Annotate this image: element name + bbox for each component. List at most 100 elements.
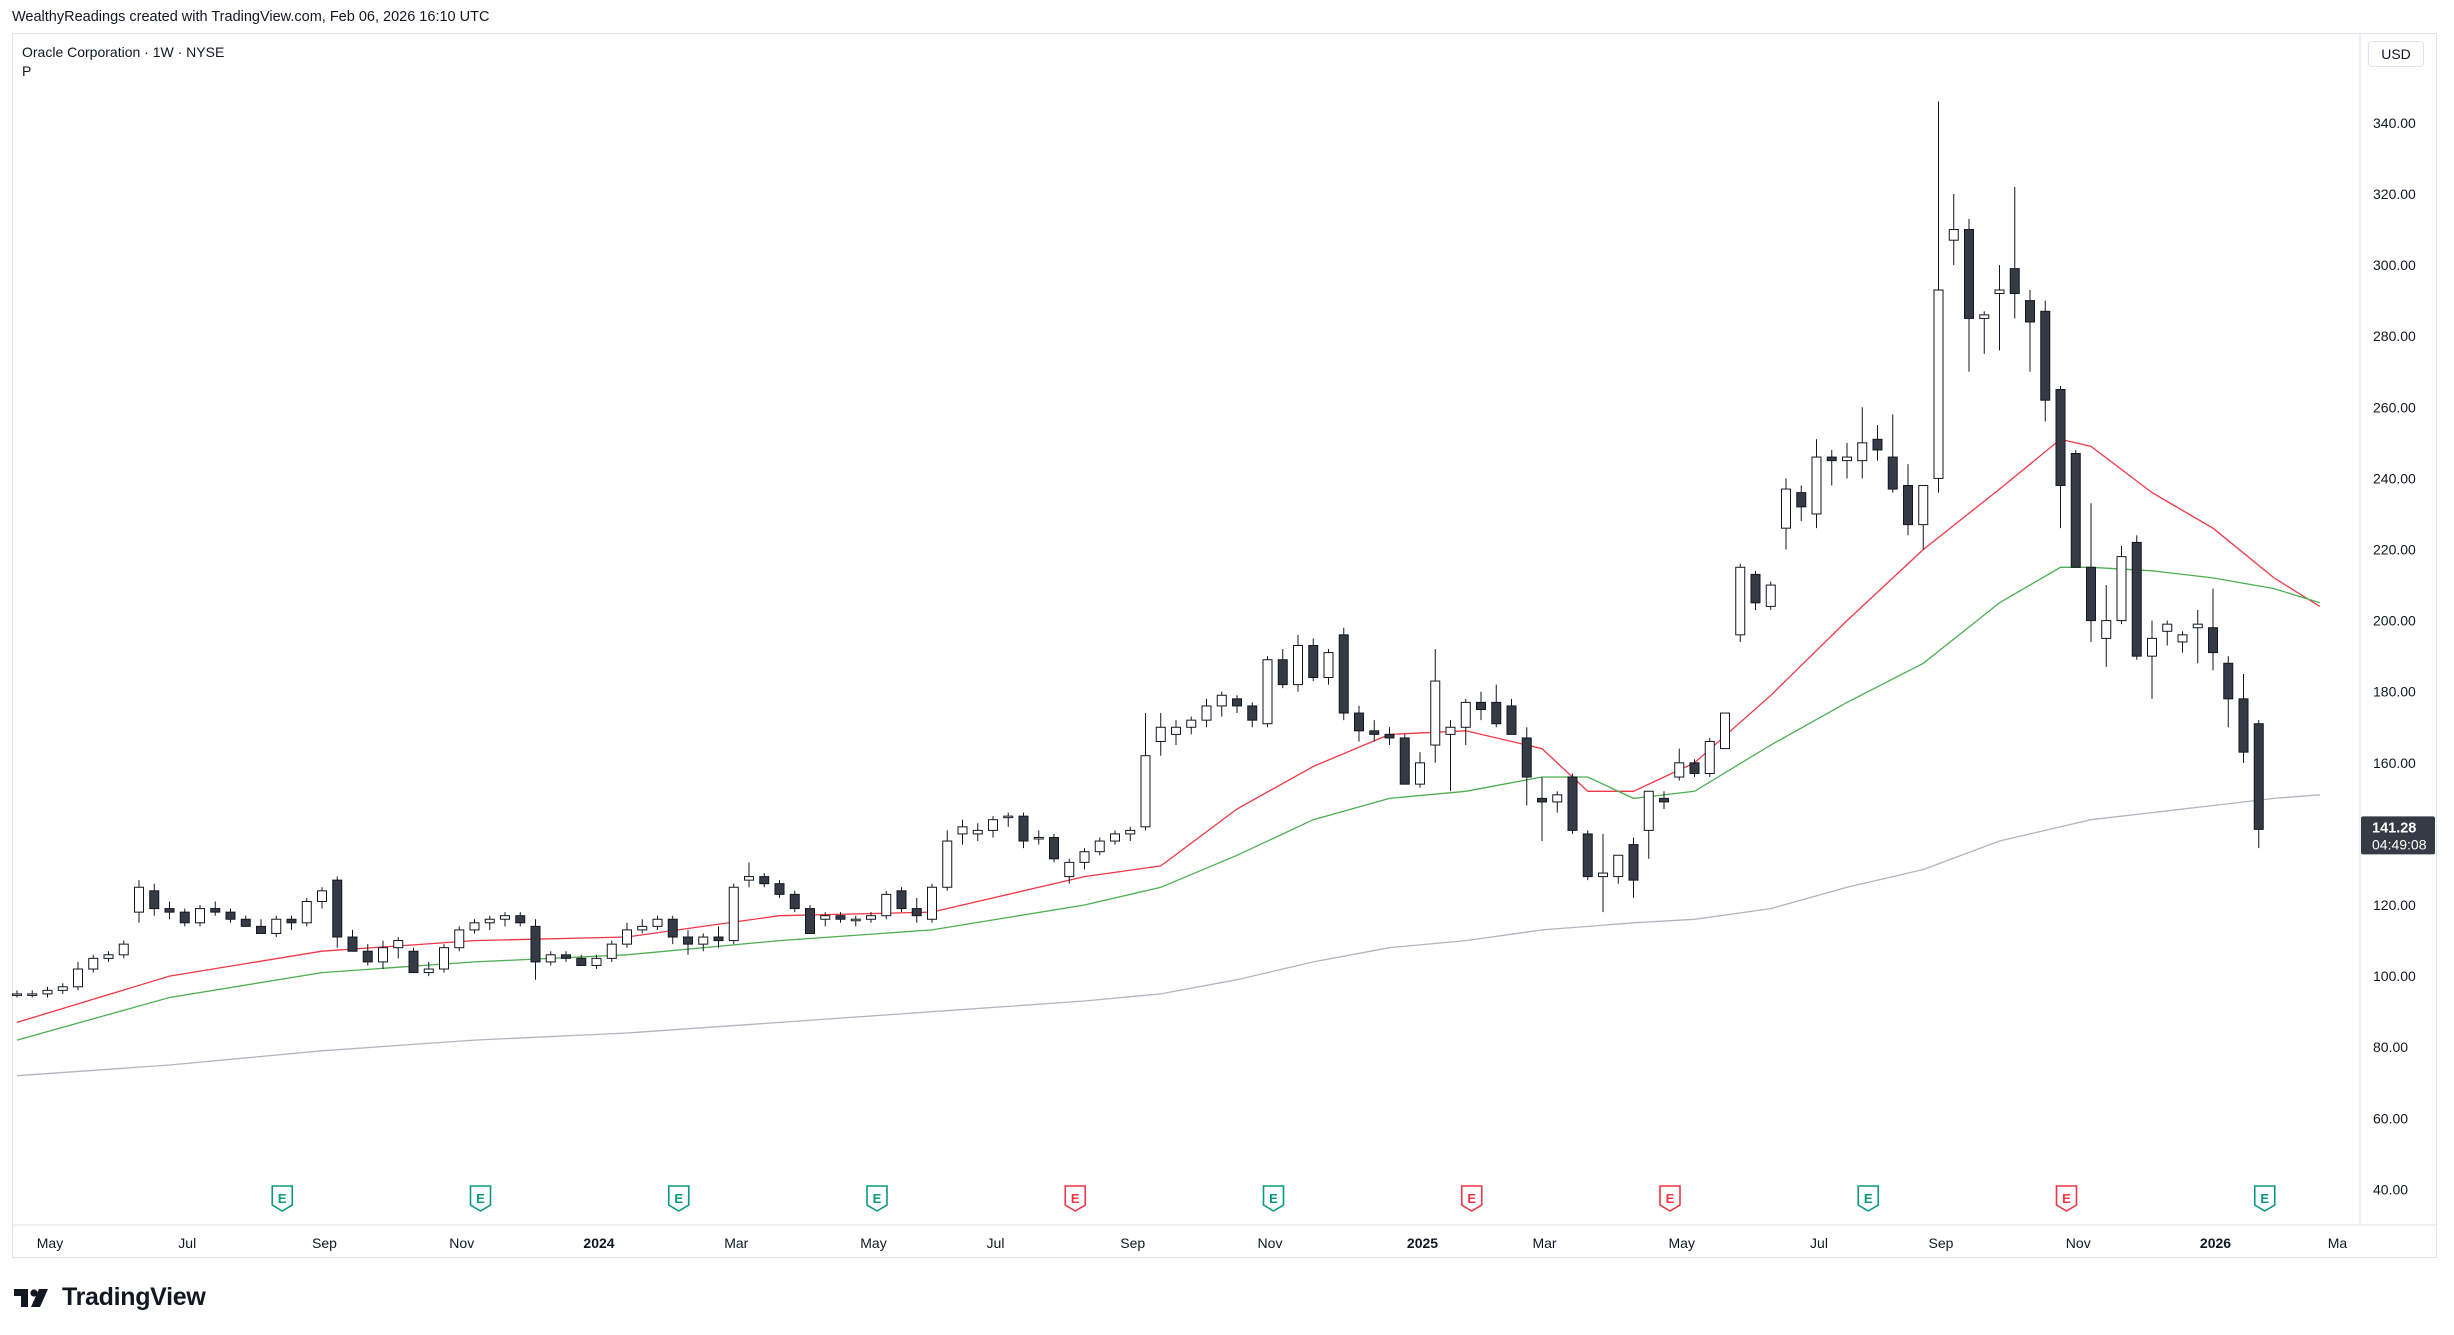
candle-body [1186,719,1197,728]
candle-body [530,925,541,963]
candle-down [2040,300,2051,422]
candle-up [927,883,937,923]
time-axis-tick-label: Ma [2328,1235,2348,1251]
candle-body [88,957,99,970]
price-axis-tick-label: 60.00 [2373,1110,2408,1126]
candle-up [652,915,663,930]
time-axis-tick-label: Sep [1929,1235,1954,1251]
time-axis-tick-label: Jul [178,1235,196,1251]
candle-body [1201,705,1212,721]
candle-body [774,883,785,895]
candle-body [622,929,632,945]
earnings-marker-label: E [278,1191,287,1206]
candle-body [286,918,297,924]
time-axis-tick-label: 2026 [2200,1235,2231,1251]
candle-up [881,890,892,920]
candle-body [2253,723,2264,830]
candle-body [1369,730,1380,735]
earnings-marker-label: E [2062,1191,2071,1206]
candle-up [866,912,876,923]
chart-frame[interactable] [12,33,2437,1258]
candle-body [2192,623,2203,629]
candle-body [2009,268,2020,295]
candle-down [179,908,190,927]
time-axis-tick-label: May [860,1235,886,1251]
candle-up [393,937,404,959]
candle-up [2192,609,2203,664]
candle-down [1369,720,1380,742]
candle-up [1094,837,1105,856]
candle-up [1765,581,1776,610]
candle-down [2009,186,2020,319]
candle-body [728,886,739,942]
candle-down [805,905,815,934]
tradingview-logo-icon [14,1288,48,1307]
earnings-marker-badge [271,1185,294,1212]
moving-averages [16,438,2321,1077]
earnings-marker-label: E [2260,1191,2269,1206]
candle-up [2147,620,2157,699]
candle-body [2070,453,2081,568]
candle-body [134,886,144,913]
candle-body [1018,815,1029,842]
candle-up [1125,826,1136,842]
time-axis-tick-label: May [1669,1235,1695,1251]
candle-body [179,911,190,924]
candle-up [2162,620,2173,646]
candle-up [1323,649,1334,685]
candle-body [1247,705,1258,721]
price-axis-tick-label: 220.00 [2373,542,2416,558]
time-axis-tick-label: 2024 [583,1235,614,1251]
candle-up [1262,656,1273,728]
candle-down [1826,449,1837,486]
earnings-marker-badge [1460,1185,1483,1212]
candle-body [42,989,53,995]
candle-body [362,950,373,963]
candle-body [1125,829,1136,835]
symbol-legend-title[interactable]: Oracle Corporation · 1W · NYSE [22,44,225,60]
candle-up [1033,830,1044,845]
candle-down [1247,702,1258,728]
candle-body [1460,701,1471,728]
price-axis: 40.0060.0080.00100.00120.00140.00160.001… [2359,34,2416,1225]
candle-down [2086,503,2096,642]
candle-body [1293,644,1303,686]
candle-body [1918,485,1929,526]
candle-body [805,908,815,934]
candle-down [1399,734,1410,785]
currency-button[interactable]: USD [2368,41,2424,67]
candle-body [195,908,205,924]
candle-body [1521,737,1532,778]
earnings-marker-beat: E [667,1185,690,1212]
candle-body [561,954,571,959]
candle-up [57,983,68,994]
candle-up [1293,634,1303,692]
candle-body [1628,844,1639,881]
candle-up [1003,812,1014,827]
candle-down [1506,698,1517,735]
candle-down [911,897,922,923]
candle-body [698,936,709,945]
tradingview-logo[interactable]: TradingView [14,1283,206,1312]
candle-down [1659,791,1669,810]
candle-down [835,912,846,923]
bar-countdown: 04:49:08 [2372,836,2427,852]
earnings-marker-label: E [873,1191,882,1206]
time-axis-tick-label: Nov [1258,1235,1283,1251]
candle-up [134,880,144,923]
candle-up [1857,407,1868,479]
candle-body [225,911,236,920]
time-axis-tick-label: 2025 [1407,1235,1438,1251]
candle-up [744,862,754,888]
candle-body [652,918,663,927]
candle-up [622,922,632,948]
candle-body [1598,872,1608,878]
candle-down [1964,218,1974,372]
candle-down [576,954,587,966]
candle-down [1796,485,1807,522]
candle-up [1552,791,1563,813]
candle-body [759,876,770,885]
candle-down [1232,695,1242,714]
